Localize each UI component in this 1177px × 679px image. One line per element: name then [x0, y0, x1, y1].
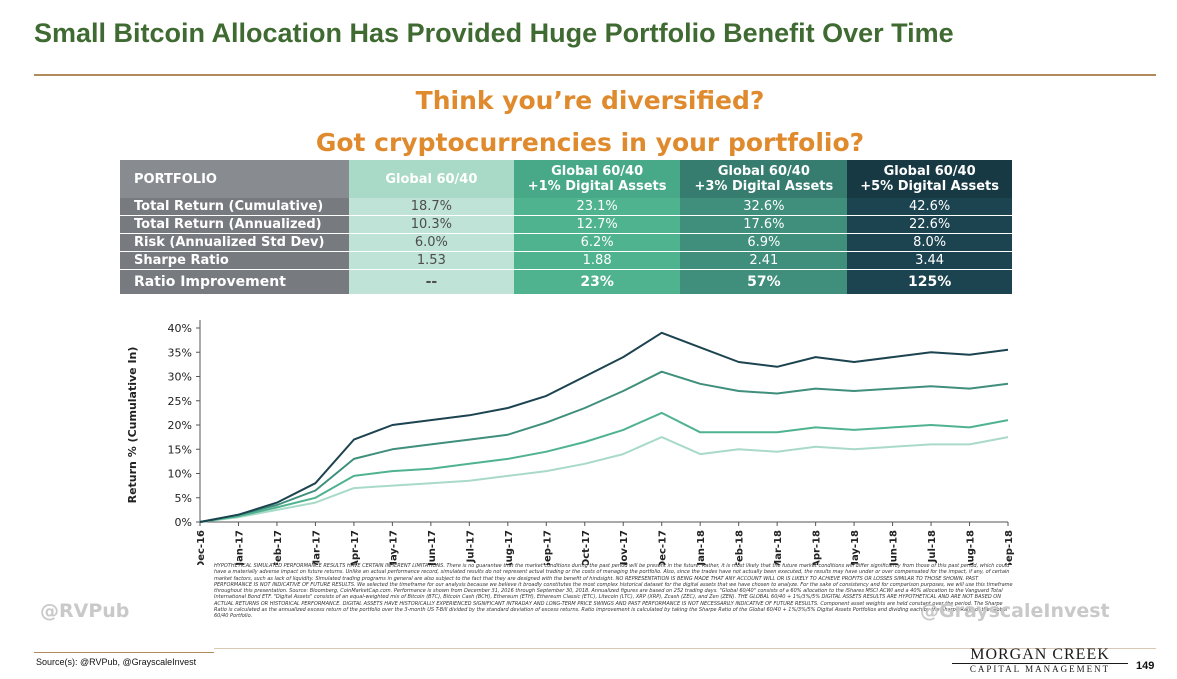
x-tick-label: Jan-18	[696, 530, 707, 565]
table-header-row: PORTFOLIO Global 60/40 Global 60/40 +1% D…	[120, 160, 1012, 198]
table-row: Total Return (Cumulative) 18.7% 23.1% 32…	[120, 198, 1012, 216]
company-logo: MORGAN CREEK CAPITAL MANAGEMENT	[952, 646, 1128, 675]
x-tick-label: Dec-16	[196, 530, 207, 565]
table-cell: 8.0%	[847, 233, 1012, 252]
x-tick-label: Oct-17	[581, 530, 592, 565]
series-line-4	[199, 436, 1009, 523]
source-divider	[34, 652, 214, 653]
table-cell: 6.9%	[680, 233, 848, 252]
x-tick-label: Apr-17	[350, 530, 361, 565]
table-cell: 22.6%	[847, 215, 1012, 234]
y-tick-label: 5%	[175, 492, 192, 505]
x-tick-label: May-17	[388, 530, 399, 565]
table-row: Sharpe Ratio 1.53 1.88 2.41 3.44	[120, 251, 1012, 270]
header-portfolio: PORTFOLIO	[120, 160, 350, 198]
table-cell: 2.41	[680, 251, 848, 270]
header-col-4: Global 60/40 +5% Digital Assets	[847, 160, 1012, 198]
header-col-1: Global 60/40	[349, 160, 514, 198]
x-tick-label: Jul-18	[927, 530, 938, 563]
y-tick-label: 25%	[168, 395, 192, 408]
portfolio-table: PORTFOLIO Global 60/40 Global 60/40 +1% D…	[120, 160, 1012, 295]
row-label: Total Return (Annualized)	[120, 215, 350, 234]
x-tick-label: Mar-17	[311, 530, 322, 565]
cumulative-return-chart: 0% 5% 10% 15% 20% 25% 30% 35% 40% Return % (Cumul…	[126, 320, 1015, 565]
row-label: Risk (Annualized Std Dev)	[120, 233, 350, 252]
header-col-1-line1: Global 60/40	[385, 171, 478, 187]
y-tick-label: 0%	[175, 516, 192, 529]
y-tick-label: 10%	[168, 468, 192, 481]
row-label: Total Return (Cumulative)	[120, 198, 350, 216]
table-cell: 42.6%	[847, 198, 1012, 216]
table-cell: 12.7%	[513, 215, 681, 234]
header-col-2-line1: Global 60/40	[551, 164, 644, 179]
header-col-2: Global 60/40 +1% Digital Assets	[513, 160, 681, 198]
x-tick-label: Feb-18	[735, 530, 746, 565]
table-cell: 1.53	[349, 251, 514, 270]
x-tick-label: Feb-17	[273, 530, 284, 565]
x-tick-label: Mar-18	[773, 530, 784, 565]
watermark-left: @RVPub	[40, 600, 130, 622]
y-tick-label: 20%	[168, 419, 192, 432]
table-cell: 23.1%	[513, 198, 681, 216]
y-tick-label: 35%	[168, 346, 192, 359]
x-tick-label: Jun-18	[889, 530, 900, 565]
x-tick-label: Dec-17	[658, 530, 669, 565]
x-tick-label: Aug-17	[504, 530, 515, 565]
footer-divider	[214, 648, 1156, 649]
y-tick-label: 40%	[168, 322, 192, 335]
x-tick-label: May-18	[850, 530, 861, 565]
table-cell: --	[349, 269, 514, 295]
page-number: 149	[1136, 660, 1155, 672]
series-line-1	[199, 331, 1009, 523]
x-tick-label: Jan-17	[234, 530, 245, 565]
table-cell: 6.0%	[349, 233, 514, 252]
y-axis-label: Return % (Cumulative In)	[126, 347, 139, 504]
table-cell: 17.6%	[680, 215, 848, 234]
table-cell: 125%	[847, 269, 1012, 295]
watermark-right: @GrayscaleInvest	[920, 600, 1110, 622]
row-label: Sharpe Ratio	[120, 251, 350, 270]
table-cell: 18.7%	[349, 198, 514, 216]
logo-line2: CAPITAL MANAGEMENT	[952, 663, 1128, 675]
headline-crypto: Got cryptocurrencies in your portfolio?	[315, 128, 865, 157]
logo-line1: MORGAN CREEK	[970, 646, 1110, 663]
table-cell: 23%	[513, 269, 681, 295]
header-col-3: Global 60/40 +3% Digital Assets	[680, 160, 848, 198]
table-cell: 10.3%	[349, 215, 514, 234]
y-tick-label: 30%	[168, 371, 192, 384]
x-tick-label: Nov-17	[619, 530, 630, 565]
series-line-2	[199, 370, 1009, 523]
title-divider	[34, 74, 1156, 76]
table-cell: 3.44	[847, 251, 1012, 270]
x-tick-label: Jun-17	[427, 530, 438, 565]
x-tick-label: Jul-17	[465, 530, 476, 563]
table-row: Risk (Annualized Std Dev) 6.0% 6.2% 6.9%…	[120, 233, 1012, 252]
header-col-4-line2: +5% Digital Assets	[860, 179, 999, 194]
source-note: Source(s): @RVPub, @GrayscaleInvest	[36, 657, 197, 667]
table-cell: 6.2%	[513, 233, 681, 252]
y-tick-label: 15%	[168, 443, 192, 456]
table-row: Total Return (Annualized) 10.3% 12.7% 17…	[120, 215, 1012, 234]
x-tick-label: Sep-17	[542, 530, 553, 565]
table-cell: 57%	[680, 269, 848, 295]
row-label: Ratio Improvement	[120, 269, 350, 295]
series-line-3	[199, 411, 1009, 523]
header-col-3-line2: +3% Digital Assets	[694, 179, 834, 194]
x-tick-label: Sep-18	[1004, 530, 1015, 565]
header-col-2-line2: +1% Digital Assets	[527, 179, 667, 194]
slide-title: Small Bitcoin Allocation Has Provided Hu…	[34, 18, 954, 48]
x-tick-label: Apr-18	[812, 530, 823, 565]
x-tick-label: Aug-18	[966, 530, 977, 565]
table-cell: 1.88	[513, 251, 681, 270]
header-col-4-line1: Global 60/40	[883, 164, 976, 179]
disclaimer-text: HYPOTHETICAL SIMULATED PERFORMANCE RESUL…	[214, 563, 1013, 620]
table-cell: 32.6%	[680, 198, 848, 216]
header-col-3-line1: Global 60/40	[717, 164, 810, 179]
headline-diversified: Think you’re diversified?	[415, 86, 765, 115]
table-row-ratio-improvement: Ratio Improvement -- 23% 57% 125%	[120, 269, 1012, 295]
